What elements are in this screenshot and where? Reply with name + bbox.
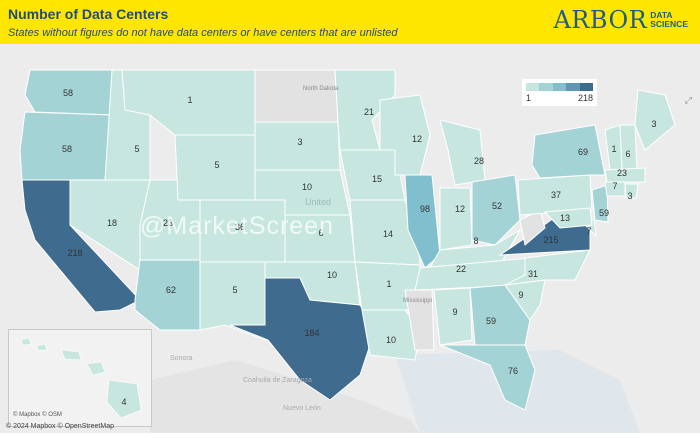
state-value-oklahoma: 10 <box>327 270 337 280</box>
hawaii-value-label: 4 <box>121 397 126 407</box>
expand-icon[interactable]: ⤢ <box>684 96 692 106</box>
map-attribution: © 2024 Mapbox © OpenStreetMap <box>6 423 114 430</box>
state-value-alabama: 9 <box>452 307 457 317</box>
watermark: @MarketScreen <box>140 212 334 240</box>
state-value-kentucky: 8 <box>473 236 478 246</box>
legend-gradient <box>526 83 594 91</box>
state-illinois[interactable] <box>404 174 441 269</box>
state-value-tennessee: 22 <box>456 264 466 274</box>
state-value-delaware: 7 <box>586 226 591 236</box>
legend-max-label: 218 <box>577 93 593 103</box>
state-value-montana: 1 <box>187 95 192 105</box>
arbor-logo: ARBOR DATA SCIENCE <box>553 6 688 34</box>
state-value-iowa: 15 <box>372 174 382 184</box>
state-value-utah: 23 <box>163 218 173 228</box>
state-value-arizona: 62 <box>166 285 176 295</box>
state-value-south-carolina: 9 <box>518 290 523 300</box>
state-value-maine: 3 <box>651 119 656 129</box>
hawaii-island-oahu <box>36 343 48 351</box>
state-value-new-hampshire: 6 <box>625 149 630 159</box>
hawaii-island-molokai <box>60 349 82 361</box>
state-value-arkansas: 1 <box>386 279 391 289</box>
state-florida[interactable] <box>439 344 536 411</box>
state-value-new-mexico: 5 <box>232 285 237 295</box>
state-value-south-dakota: 3 <box>297 137 302 147</box>
bg-label-coahuila: Coahuila de Zaragoza <box>243 377 312 384</box>
state-value-georgia: 59 <box>486 316 496 326</box>
state-north-dakota[interactable] <box>254 69 339 123</box>
hawaii-inset[interactable]: 4 <box>8 329 152 427</box>
state-connecticut[interactable] <box>604 181 626 197</box>
state-maryland[interactable] <box>543 207 593 229</box>
state-value-kansas: 6 <box>318 228 323 238</box>
state-michigan[interactable] <box>439 119 486 186</box>
legend-min-label: 1 <box>526 93 532 103</box>
hawaii-island-big <box>106 379 142 419</box>
color-legend: 1 218 <box>522 79 597 106</box>
hawaii-svg: 4 <box>20 337 142 419</box>
state-value-california: 218 <box>67 248 82 258</box>
state-new-jersey[interactable] <box>591 184 609 223</box>
state-value-maryland: 13 <box>560 213 570 223</box>
state-polygons[interactable] <box>19 69 676 411</box>
state-value-missouri: 14 <box>383 229 393 239</box>
state-value-nebraska: 10 <box>302 182 312 192</box>
state-massachusetts[interactable] <box>604 167 646 183</box>
state-value-washington: 58 <box>63 88 73 98</box>
state-new-hampshire[interactable] <box>619 124 638 171</box>
state-value-massachusetts: 23 <box>617 168 627 178</box>
bg-label-north-dakota: North Dakota <box>303 86 339 92</box>
inset-attribution: © Mapbox © OSM <box>13 412 62 418</box>
hawaii-island-kauai <box>20 337 32 346</box>
bg-label-united: United <box>305 197 331 207</box>
state-rhode-island[interactable] <box>624 183 639 199</box>
bg-label-mississippi: Mississippi <box>403 298 432 304</box>
state-value-colorado: 36 <box>235 222 245 232</box>
state-value-ohio: 52 <box>492 201 502 211</box>
state-value-connecticut: 7 <box>612 181 617 191</box>
logo-sub-line1: DATA <box>650 10 673 20</box>
state-value-idaho: 5 <box>134 144 139 154</box>
hawaii-island-maui <box>86 361 106 376</box>
state-new-mexico[interactable] <box>199 261 266 341</box>
state-value-north-carolina: 31 <box>528 269 538 279</box>
bg-label-nuevo-leon: Nuevo León <box>283 405 321 412</box>
logo-main-text: ARBOR <box>553 6 648 34</box>
state-indiana[interactable] <box>439 187 473 251</box>
state-value-florida: 76 <box>508 366 518 376</box>
state-kentucky[interactable] <box>429 228 522 269</box>
state-value-virginia: 215 <box>543 235 558 245</box>
state-value-vermont: 1 <box>611 144 616 154</box>
state-value-illinois: 98 <box>420 204 430 214</box>
state-value-texas: 184 <box>304 328 319 338</box>
state-value-rhode-island: 3 <box>627 191 632 201</box>
state-georgia[interactable] <box>469 284 531 346</box>
chart-title: Number of Data Centers <box>8 6 169 22</box>
logo-sub-text: DATA SCIENCE <box>650 11 688 29</box>
state-value-wisconsin: 12 <box>412 134 422 144</box>
state-value-oregon: 58 <box>62 144 72 154</box>
state-alabama[interactable] <box>433 287 473 346</box>
state-value-wyoming: 5 <box>214 160 219 170</box>
state-value-pennsylvania: 37 <box>551 190 561 200</box>
state-value-new-jersey: 59 <box>599 208 609 218</box>
state-value-louisiana: 10 <box>386 335 396 345</box>
state-value-indiana: 12 <box>455 204 465 214</box>
bg-label-sonora: Sonora <box>170 355 193 362</box>
state-ohio[interactable] <box>471 174 521 246</box>
state-texas[interactable] <box>229 277 376 401</box>
header-bar: Number of Data Centers States without fi… <box>0 0 700 44</box>
logo-sub-line2: SCIENCE <box>650 19 688 29</box>
state-value-nevada: 18 <box>107 218 117 228</box>
state-new-york[interactable] <box>531 124 606 179</box>
state-value-michigan: 28 <box>474 156 484 166</box>
state-value-minnesota: 21 <box>364 107 374 117</box>
state-value-new-york: 69 <box>578 147 588 157</box>
state-minnesota[interactable] <box>334 69 396 151</box>
state-maine[interactable] <box>634 89 676 151</box>
chart-subtitle: States without figures do not have data … <box>8 27 398 39</box>
